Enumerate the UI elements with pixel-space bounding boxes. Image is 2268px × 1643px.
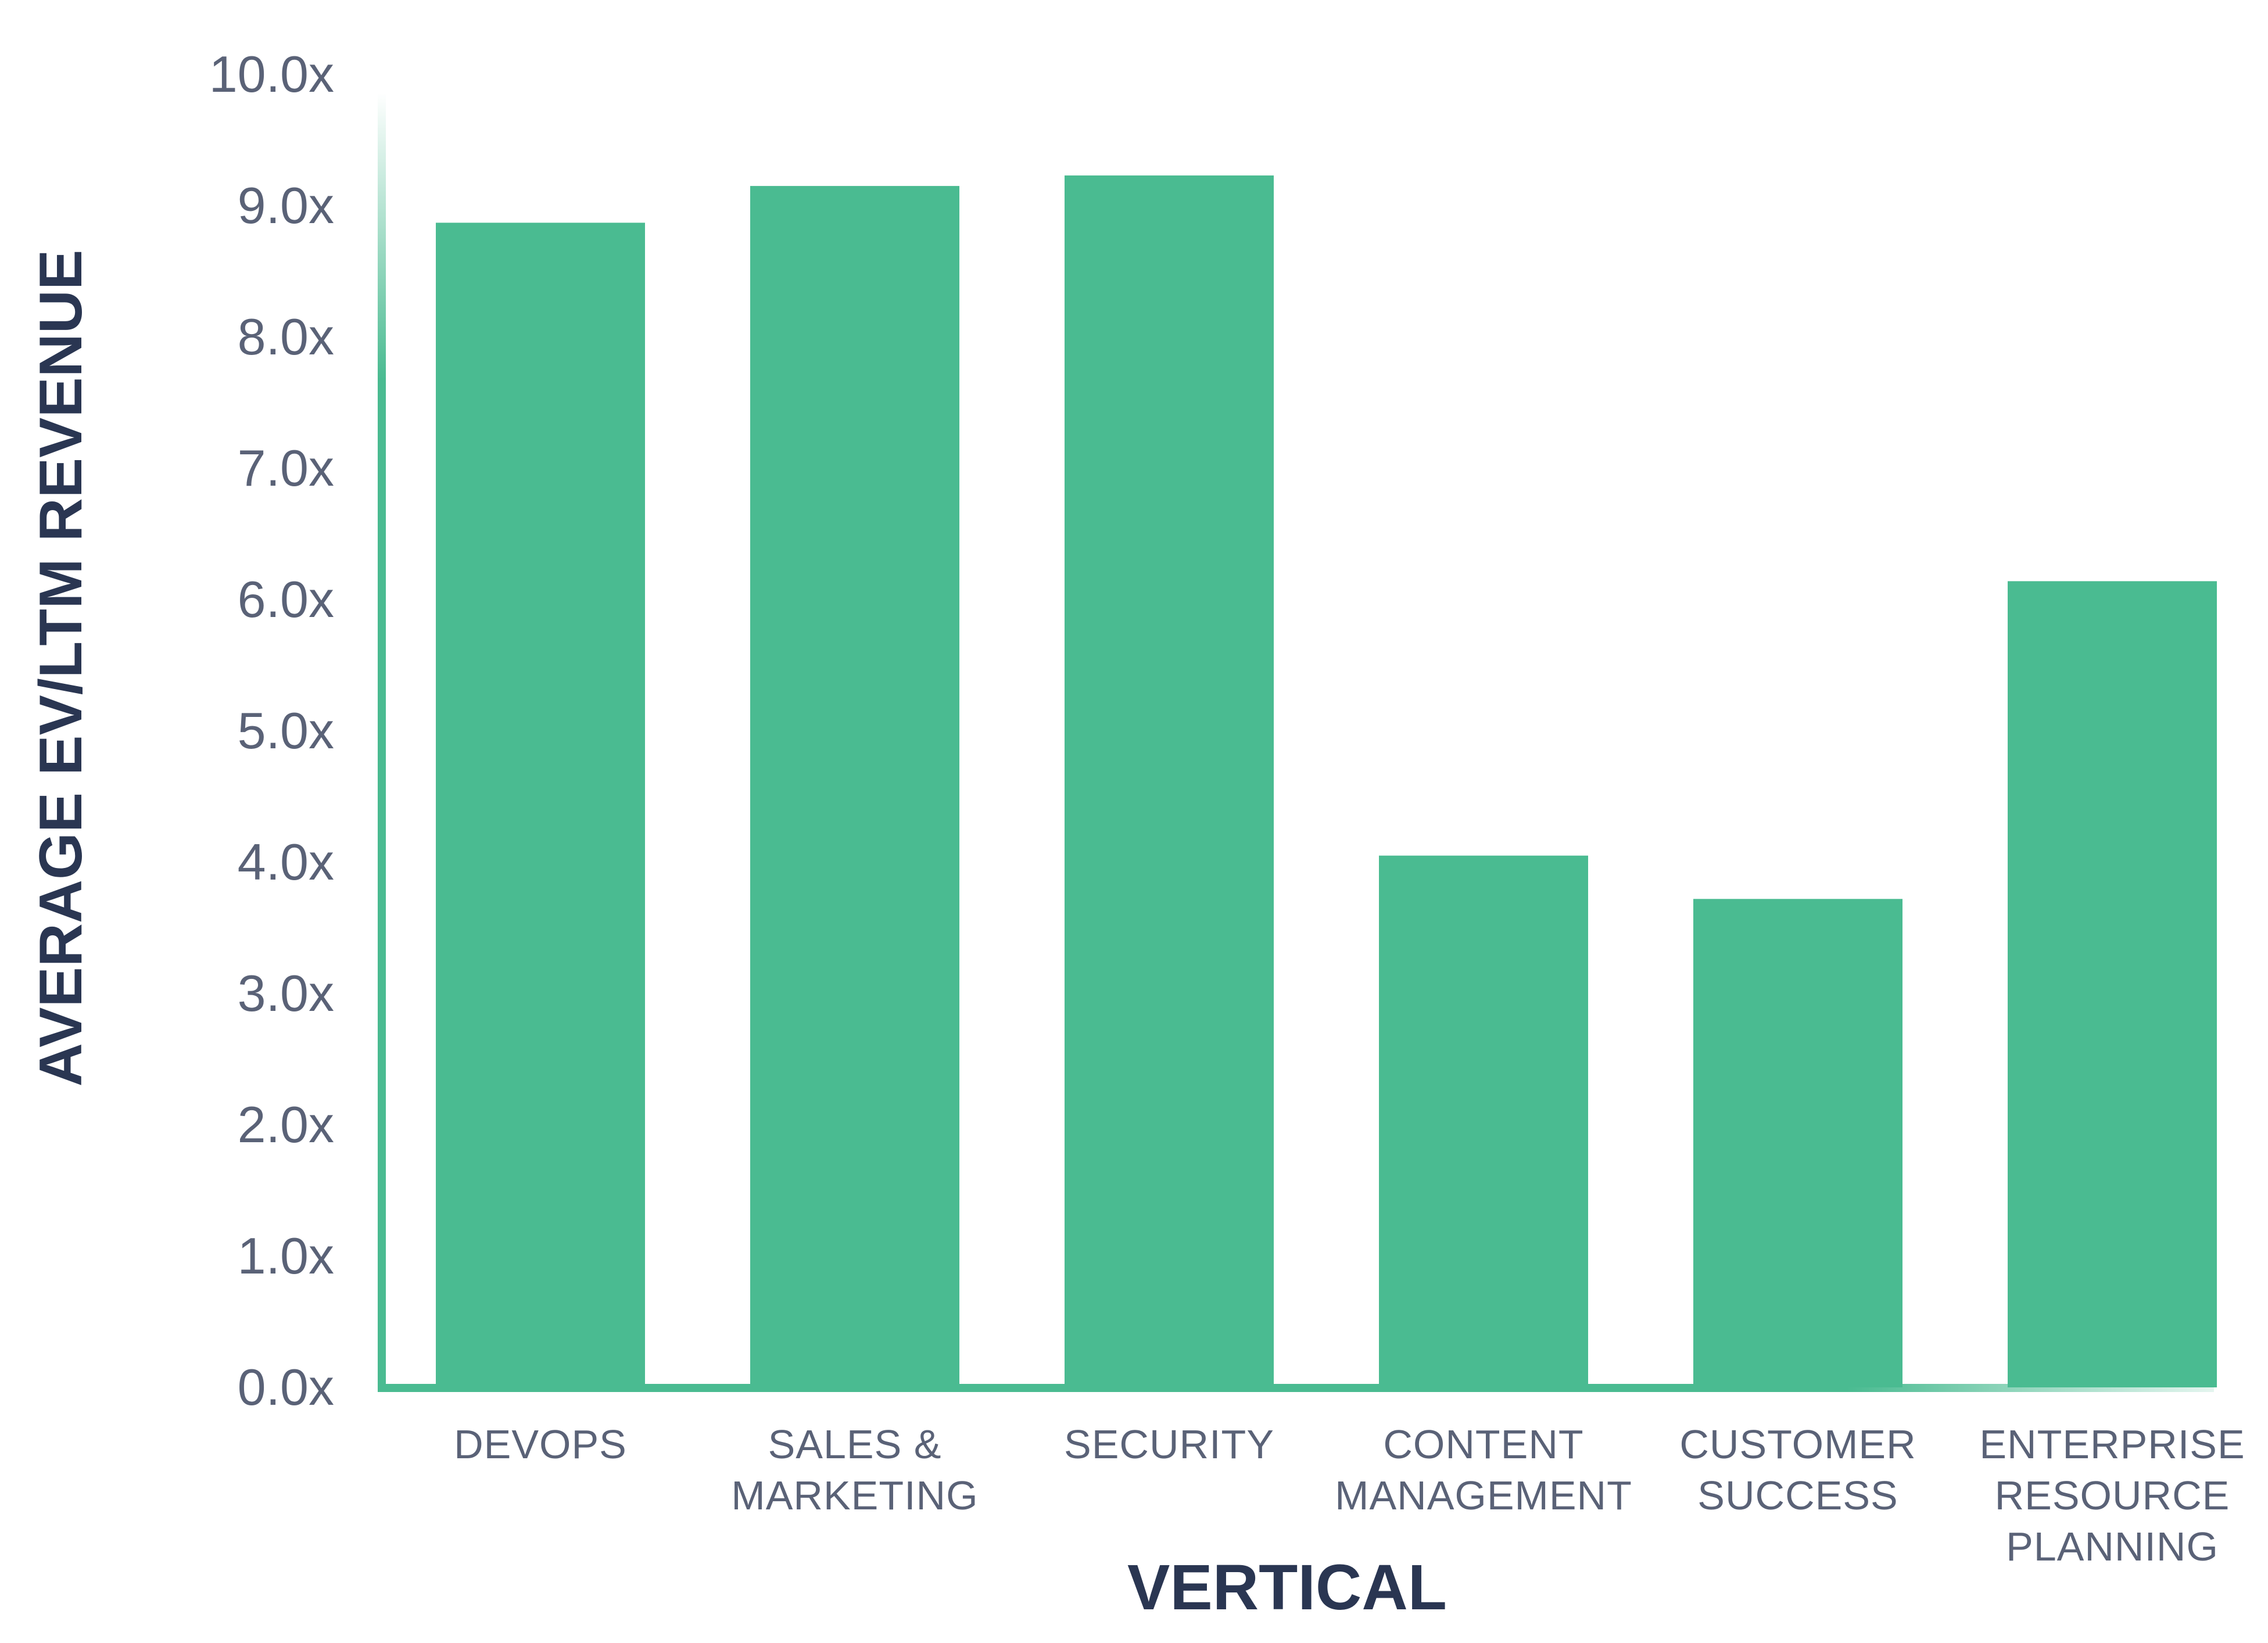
y-axis-line (378, 93, 386, 1392)
bars-group (436, 175, 2217, 1387)
x-tick-label: SECURITY (1064, 1422, 1274, 1467)
x-tick-label: SALES & MARKETING (731, 1422, 978, 1518)
x-tick-label: DEVOPS (454, 1422, 627, 1467)
bar-0 (436, 223, 645, 1387)
x-axis-line (378, 1384, 2214, 1392)
y-tick-label: 5.0x (238, 702, 334, 759)
x-tick-label: CONTENT MANAGEMENT (1335, 1422, 1632, 1518)
x-tick-label: ENTERPRISE RESOURCE PLANNING (1979, 1422, 2245, 1569)
y-tick-label: 3.0x (238, 964, 334, 1022)
y-tick-label: 2.0x (238, 1096, 334, 1153)
y-tick-label: 0.0x (238, 1358, 334, 1416)
bar-5 (2008, 581, 2217, 1387)
y-tick-label: 6.0x (238, 571, 334, 628)
y-tick-label: 1.0x (238, 1227, 334, 1285)
x-category-labels: DEVOPS SALES & MARKETING SECURITY CONTENT MAN… (454, 1422, 2245, 1569)
y-tick-label: 9.0x (238, 177, 334, 234)
bar-4 (1693, 899, 1902, 1387)
bar-1 (750, 186, 959, 1387)
bar-3 (1379, 855, 1588, 1387)
x-tick-label: CUSTOMER SUCCESS (1679, 1422, 1916, 1518)
x-axis-title: VERTICAL (1127, 1552, 1447, 1623)
y-tick-label: 7.0x (238, 439, 334, 497)
bar-2 (1065, 175, 1274, 1387)
y-tick-label: 4.0x (238, 833, 334, 891)
y-axis-title: AVERAGE EV/LTM REVENUE (27, 250, 95, 1087)
y-tick-labels: 0.0x 1.0x 2.0x 3.0x 4.0x 5.0x 6.0x 7.0x 8.0x 9.0x… (209, 45, 334, 1416)
y-tick-label: 10.0x (209, 45, 334, 103)
y-tick-label: 8.0x (238, 308, 334, 365)
